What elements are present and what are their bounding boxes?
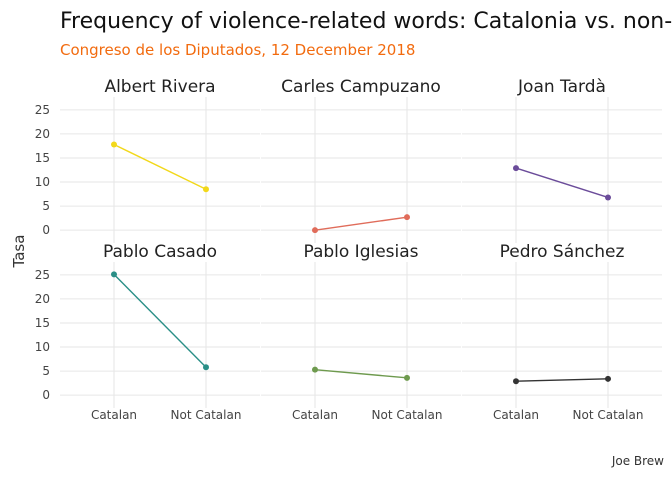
chart-title: Frequency of violence-related words: Cat… bbox=[60, 9, 672, 34]
series-line bbox=[113, 143, 207, 190]
x-tick-label: Catalan bbox=[493, 408, 539, 422]
chart-subtitle: Congreso de los Diputados, 12 December 2… bbox=[60, 41, 415, 59]
y-tick-label: 0 bbox=[42, 388, 50, 402]
y-tick-label: 15 bbox=[35, 316, 50, 330]
facet-label: Albert Rivera bbox=[104, 77, 215, 97]
data-point bbox=[605, 194, 611, 201]
facet-label: Pedro Sánchez bbox=[500, 242, 625, 262]
facet-panel: Carles Campuzano bbox=[261, 77, 461, 243]
facet-label: Joan Tardà bbox=[517, 77, 606, 97]
facet-panel: 0 5 10 15 20 25 Albert Rivera bbox=[35, 77, 260, 243]
y-tick-label: 25 bbox=[35, 103, 50, 117]
facet-panel: Catalan Not Catalan Pablo Iglesias bbox=[261, 242, 461, 422]
facet-label: Pablo Casado bbox=[103, 242, 217, 262]
data-point bbox=[203, 364, 209, 371]
chart-caption: Joe Brew bbox=[611, 454, 664, 468]
data-point bbox=[404, 374, 410, 381]
y-tick-label: 5 bbox=[42, 199, 50, 213]
data-point bbox=[312, 227, 318, 234]
x-tick-label: Not Catalan bbox=[372, 408, 443, 422]
data-point bbox=[605, 375, 611, 382]
facet-panel: 0 5 10 15 20 25 Catalan Not Catalan Pablo Casado bbox=[35, 242, 260, 422]
y-tick-label: 25 bbox=[35, 268, 50, 282]
series-line bbox=[314, 216, 408, 231]
facet-panel: Catalan Not Catalan Pedro Sánchez bbox=[462, 242, 662, 422]
facet-panel: Joan Tardà bbox=[462, 77, 662, 243]
x-tick-label: Catalan bbox=[292, 408, 338, 422]
y-axis-title: Tasa bbox=[10, 235, 28, 269]
data-point bbox=[203, 186, 209, 193]
y-tick-label: 10 bbox=[35, 340, 50, 354]
facet-panels: 0 5 10 15 20 25 Albert Rivera Carles Campuzano J… bbox=[35, 77, 662, 422]
facet-label: Pablo Iglesias bbox=[303, 242, 418, 262]
x-tick-label: Catalan bbox=[91, 408, 137, 422]
data-point bbox=[513, 378, 519, 385]
data-point bbox=[404, 214, 410, 221]
series-line bbox=[113, 273, 207, 368]
data-point bbox=[312, 366, 318, 373]
data-point bbox=[513, 165, 519, 172]
data-point bbox=[111, 141, 117, 148]
series-line bbox=[515, 167, 609, 199]
series-line bbox=[314, 368, 408, 379]
y-tick-label: 10 bbox=[35, 175, 50, 189]
data-point bbox=[111, 271, 117, 278]
x-tick-label: Not Catalan bbox=[171, 408, 242, 422]
y-tick-label: 20 bbox=[35, 127, 50, 141]
facet-label: Carles Campuzano bbox=[281, 77, 441, 97]
y-tick-label: 15 bbox=[35, 151, 50, 165]
y-tick-label: 0 bbox=[42, 223, 50, 237]
x-tick-label: Not Catalan bbox=[573, 408, 644, 422]
series-line bbox=[515, 378, 609, 382]
y-tick-label: 5 bbox=[42, 364, 50, 378]
y-tick-label: 20 bbox=[35, 292, 50, 306]
